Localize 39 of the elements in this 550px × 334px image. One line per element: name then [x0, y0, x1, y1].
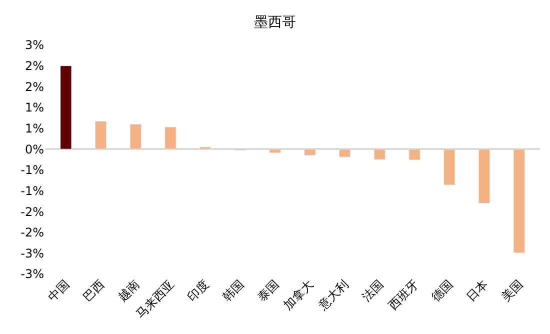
y-tick-label: -3%	[20, 246, 44, 260]
x-tick-label: 中国	[45, 277, 72, 304]
bar	[164, 126, 176, 150]
x-tick-label: 日本	[464, 277, 491, 304]
y-tick-label: 0%	[24, 142, 44, 156]
y-tick-label: 1%	[24, 121, 44, 136]
y-tick-label: 3%	[24, 38, 44, 52]
bar	[94, 120, 107, 150]
chart-title: 墨西哥	[254, 14, 296, 30]
bar	[130, 124, 142, 150]
y-tick-label: 1%	[24, 100, 44, 115]
bar	[444, 148, 456, 186]
x-tick-label: 印度	[184, 277, 212, 304]
x-tick-label: 美国	[498, 277, 526, 304]
x-tick-label: 德国	[428, 277, 456, 304]
y-tick-label: -3%	[20, 267, 44, 282]
x-tick-label: 泰国	[254, 277, 282, 304]
y-tick-label: -1%	[20, 184, 44, 198]
x-tick-label: 意大利	[315, 277, 352, 314]
y-tick-label: -2%	[20, 226, 44, 240]
bar	[200, 146, 212, 150]
bar	[269, 148, 281, 154]
x-tick-label: 加拿大	[280, 277, 316, 313]
x-tick-label: 法国	[359, 277, 386, 304]
bar	[338, 148, 351, 158]
bar	[478, 148, 490, 204]
x-tick-label: 巴西	[80, 277, 108, 304]
bar	[60, 66, 72, 150]
x-tick-label: 韩国	[220, 277, 247, 304]
x-tick-label: 西班牙	[386, 277, 421, 313]
y-tick-label: 2%	[24, 59, 44, 74]
x-tick-label: 越南	[115, 277, 142, 304]
bar	[513, 148, 525, 254]
y-tick-label: -1%	[20, 163, 44, 178]
y-tick-label: 2%	[24, 80, 44, 94]
y-tick-label: -2%	[20, 204, 44, 219]
bar	[408, 148, 420, 160]
bar	[304, 148, 316, 156]
bar	[374, 148, 386, 160]
